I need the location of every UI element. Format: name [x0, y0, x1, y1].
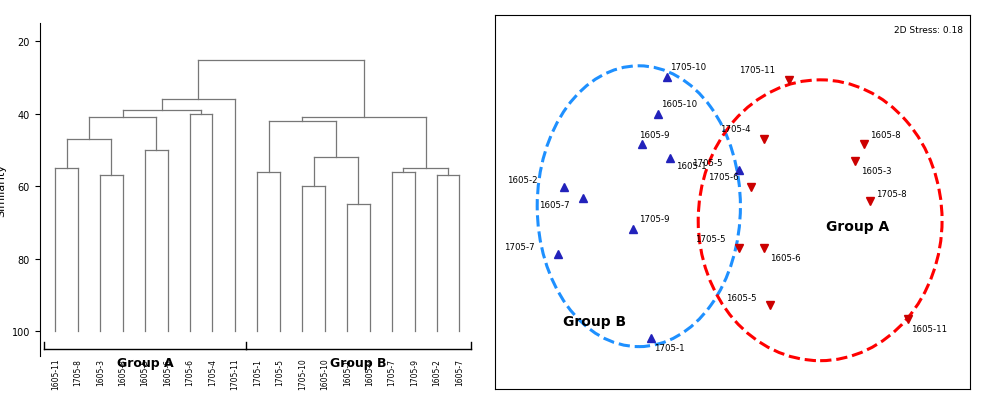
- Text: 1605-5: 1605-5: [727, 293, 757, 302]
- Text: 1705-1: 1705-1: [654, 343, 685, 352]
- Text: 1705-10: 1705-10: [670, 63, 706, 72]
- Y-axis label: Similarity: Similarity: [0, 164, 6, 217]
- Text: Group B: Group B: [563, 315, 627, 328]
- Text: Group B: Group B: [331, 356, 387, 369]
- Text: 1605-3: 1605-3: [860, 167, 891, 176]
- Text: 1605-2: 1605-2: [508, 175, 539, 184]
- Text: 1705-6: 1705-6: [708, 173, 739, 181]
- Text: Group A: Group A: [117, 356, 173, 369]
- Text: 1605-10: 1605-10: [660, 100, 697, 109]
- Text: 1705-11: 1705-11: [739, 66, 775, 75]
- Text: 1605-11: 1605-11: [911, 324, 946, 333]
- Text: 1705-9: 1705-9: [639, 215, 669, 224]
- Text: 1705-4: 1705-4: [720, 125, 750, 134]
- Text: 1605-9: 1605-9: [639, 130, 669, 139]
- Text: 1605-7: 1605-7: [539, 200, 569, 209]
- Text: 2D Stress: 0.18: 2D Stress: 0.18: [894, 26, 963, 34]
- Text: 1605-6: 1605-6: [770, 254, 801, 263]
- Text: 1705-5: 1705-5: [692, 158, 723, 168]
- Text: 1605-8: 1605-8: [870, 130, 901, 139]
- Text: 1705-5: 1705-5: [695, 234, 726, 243]
- Text: Group A: Group A: [826, 220, 889, 233]
- Text: 1605-1: 1605-1: [676, 161, 707, 170]
- Text: 1705-8: 1705-8: [876, 189, 907, 198]
- Text: 1705-7: 1705-7: [504, 243, 535, 252]
